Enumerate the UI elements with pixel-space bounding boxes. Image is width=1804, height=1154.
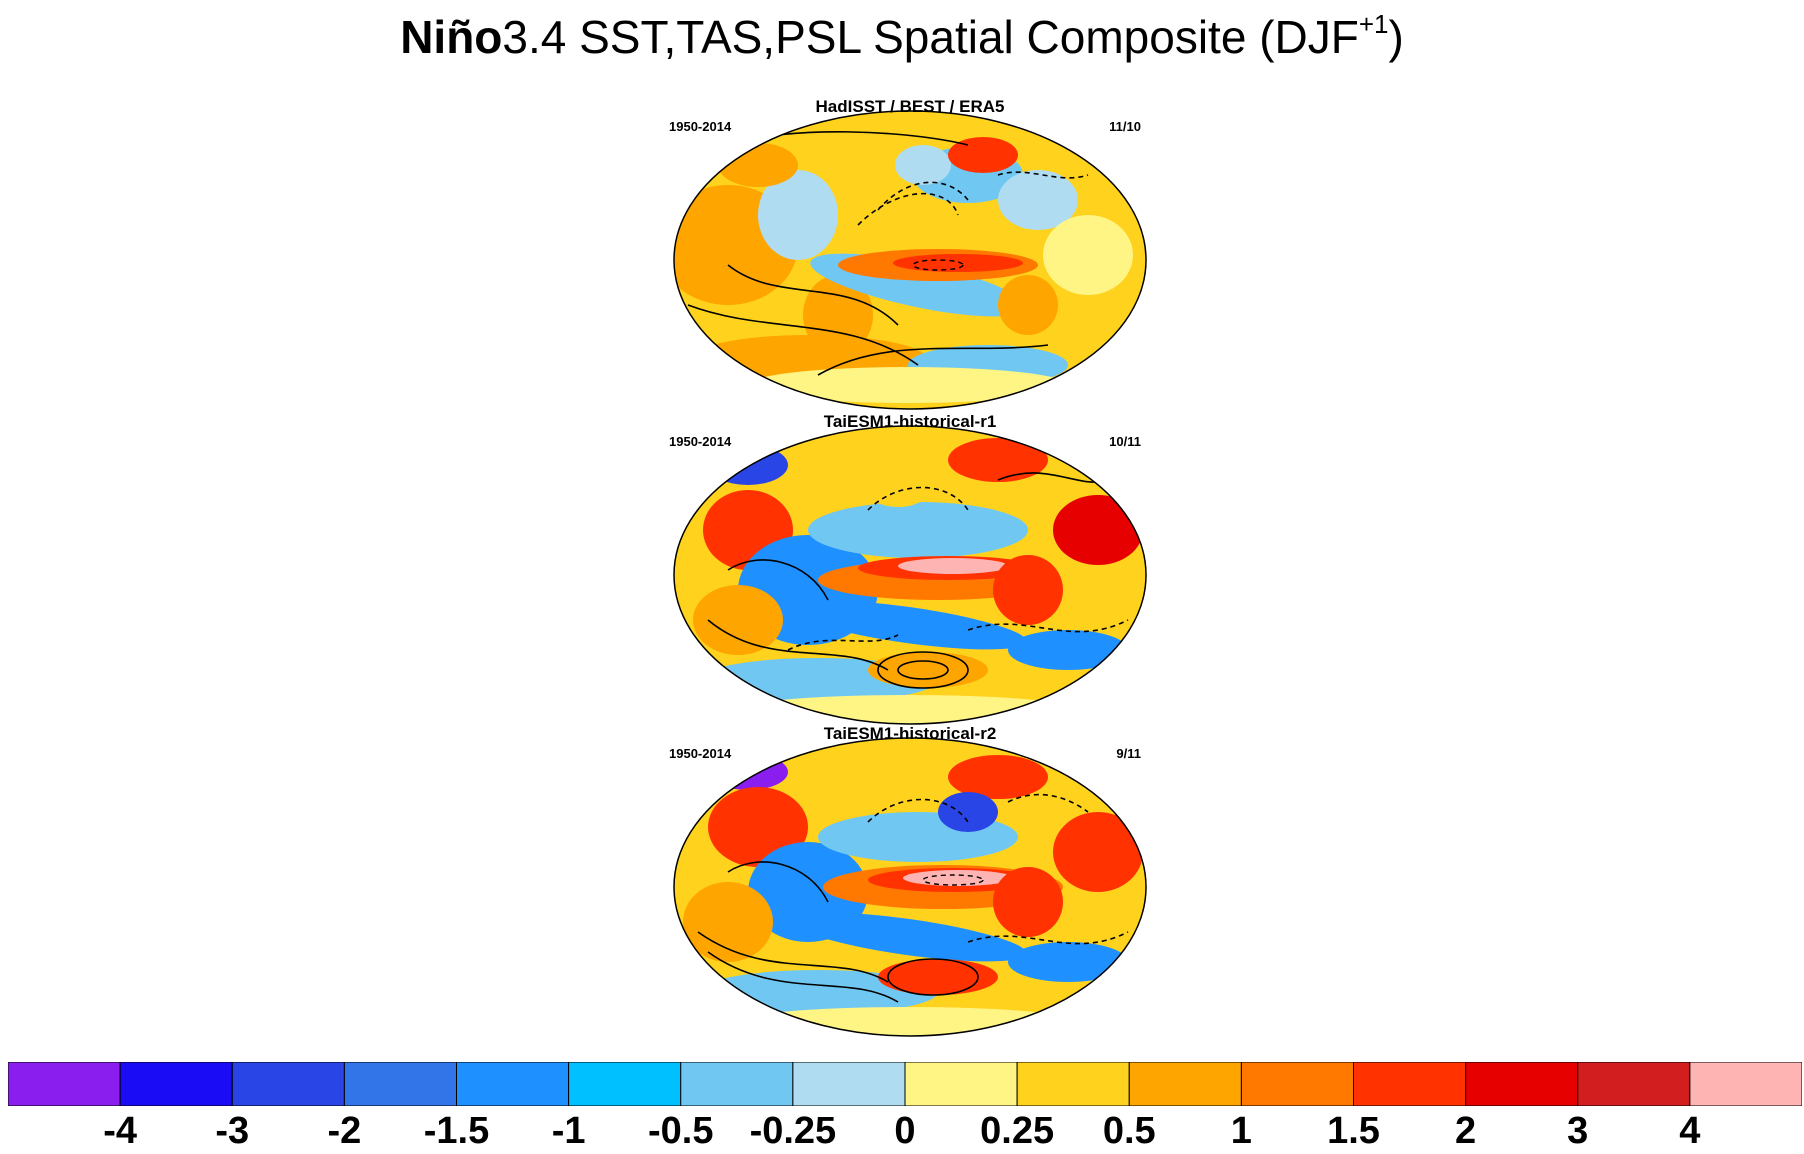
panel-3-years: 1950-2014: [669, 746, 732, 761]
colorbar-tick-label: -4: [103, 1110, 138, 1152]
map-panel-3-globe: [673, 737, 1147, 1037]
colorbar-swatch: [343, 1062, 457, 1106]
colorbar-swatch: [1353, 1062, 1467, 1106]
colorbar-swatch: [1016, 1062, 1130, 1106]
colorbar-swatch: [456, 1062, 570, 1106]
colorbar-tick-label: -2: [327, 1110, 362, 1152]
colorbar-swatch: [1689, 1062, 1802, 1106]
colorbar-tick-label: 0.25: [980, 1110, 1055, 1152]
figure-title: Niño3.4 SST,TAS,PSL Spatial Composite (D…: [0, 10, 1804, 64]
title-bold-part: Niño: [400, 11, 503, 63]
title-rest: 3.4 SST,TAS,PSL Spatial Composite (DJF: [502, 11, 1359, 63]
colorbar-swatch: [1240, 1062, 1354, 1106]
map-panel-2: TaiESM1-historical-r1 1950-2014 10/11: [650, 412, 1170, 725]
colorbar-tick-label: 4: [1679, 1110, 1701, 1152]
panel-2-years: 1950-2014: [669, 434, 732, 449]
colorbar-tick-label: -0.5: [648, 1110, 714, 1152]
colorbar-swatch: [231, 1062, 345, 1106]
colorbar-swatch: [904, 1062, 1018, 1106]
colorbar-tick-label: 1.5: [1327, 1110, 1380, 1152]
panel-3-title: TaiESM1-historical-r2: [823, 724, 997, 743]
colorbar-swatch: [568, 1062, 682, 1106]
map-panel-1-globe: [673, 110, 1147, 410]
colorbar-tick-label: -1.5: [423, 1110, 490, 1152]
colorbar-tick-label: -0.25: [749, 1110, 837, 1152]
colorbar-labels: -4 -3 -2 -1.5 -1 -0.5 -0.25 0 0.25 0.5 1 1.5 2 3 4: [0, 1110, 1804, 1154]
colorbar-tick-label: 0: [894, 1110, 916, 1152]
panel-3-count: 9/11: [1116, 746, 1141, 761]
panel-2-title: TaiESM1-historical-r1: [823, 412, 997, 431]
colorbar-tick-label: -3: [215, 1110, 250, 1152]
colorbar-tick-label: 0.5: [1102, 1110, 1156, 1152]
colorbar-tick-label: 1: [1230, 1110, 1252, 1152]
colorbar-swatch: [792, 1062, 906, 1106]
panel-1-title: HadISST / BEST / ERA5: [815, 97, 1005, 116]
panel-2-count: 10/11: [1109, 434, 1141, 449]
map-panel-3: TaiESM1-historical-r2 1950-2014 9/11: [650, 724, 1170, 1037]
colorbar-swatch: [1128, 1062, 1242, 1106]
colorbar-tick-label: 3: [1567, 1110, 1589, 1152]
colorbar-swatch: [1465, 1062, 1579, 1106]
panel-1-count: 11/10: [1109, 119, 1141, 134]
colorbar-swatch: [680, 1062, 794, 1106]
colorbar-swatch: [8, 1062, 121, 1106]
colorbar-swatch: [119, 1062, 233, 1106]
colorbar-swatch: [1577, 1062, 1691, 1106]
colorbar-tick-label: -1: [551, 1110, 586, 1152]
colorbar-tick-label: 2: [1455, 1110, 1477, 1152]
title-close: ): [1388, 11, 1404, 63]
panel-1-years: 1950-2014: [669, 119, 732, 134]
map-panel-1: HadISST / BEST / ERA5 1950-2014 11/10: [650, 97, 1170, 410]
map-panel-2-globe: [673, 425, 1147, 725]
title-superscript: +1: [1358, 9, 1389, 39]
colorbar: [8, 1062, 1802, 1106]
